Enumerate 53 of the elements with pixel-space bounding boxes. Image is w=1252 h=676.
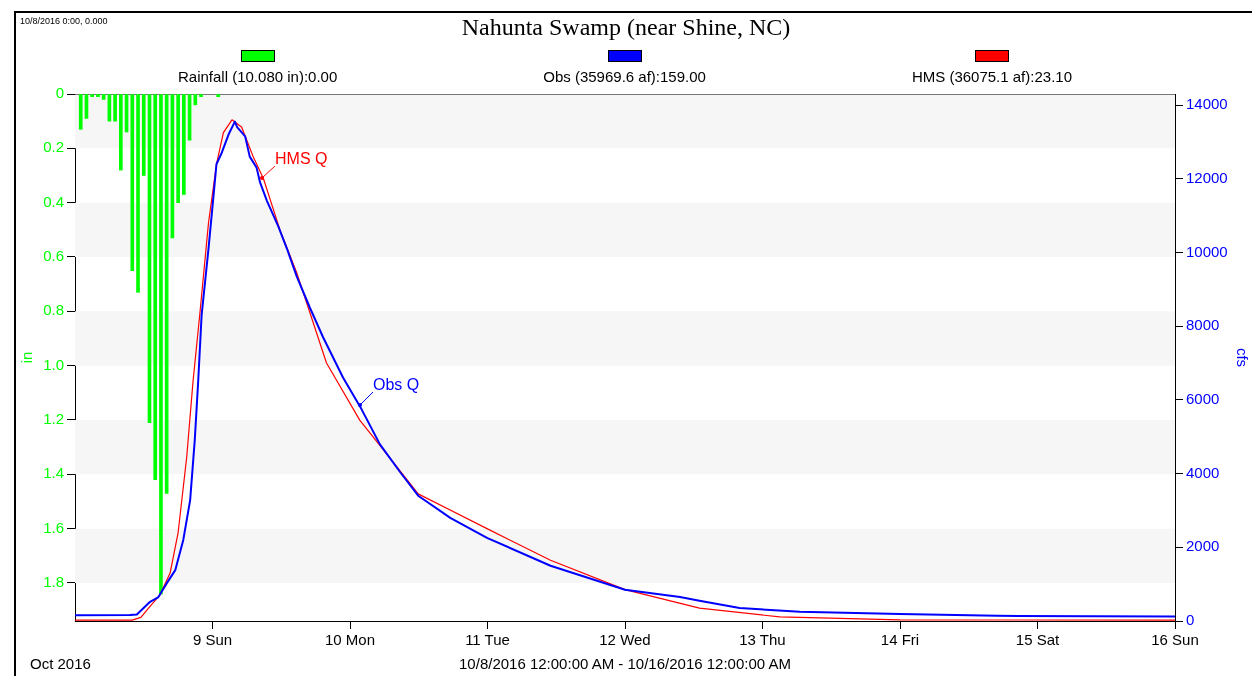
y2-tick-label: 10000 — [1186, 242, 1228, 260]
y2-axis-title: cfs — [1233, 347, 1251, 368]
y-tick-label: 0.8 — [43, 301, 64, 319]
bar — [96, 94, 100, 98]
bar — [130, 94, 135, 271]
y2-tick-label: 14000 — [1186, 95, 1228, 113]
y2-tick-label: 4000 — [1186, 463, 1220, 481]
y-tick-label: 0.4 — [43, 192, 64, 210]
bar — [216, 94, 221, 98]
y2-tick-label: 0 — [1186, 611, 1195, 629]
legend-label: HMS (36075.1 af):23.10 — [911, 68, 1072, 85]
y-tick-label: 1.6 — [43, 518, 64, 536]
x-tick-label: 12 Wed — [599, 631, 651, 649]
text: 10/8/2016 0:00, 0.000 — [20, 16, 108, 26]
x-axis-title: 10/8/2016 12:00:00 AM - 10/16/2016 12:00:00 AM — [459, 655, 791, 672]
bar — [193, 94, 198, 106]
x-tick-label: 11 Tue — [465, 631, 510, 649]
bar — [119, 94, 123, 171]
bar — [78, 94, 83, 130]
chart-title: Nahunta Swamp (near Shine, NC) — [461, 14, 791, 40]
y-axis-title: in — [18, 351, 36, 364]
bar — [176, 94, 180, 203]
x-tick-label: 14 Fri — [880, 631, 920, 649]
bar — [113, 94, 117, 122]
y-tick-label: 1.4 — [43, 464, 64, 482]
legend-label: Obs (35969.6 af):159.00 — [543, 68, 706, 85]
bar — [199, 94, 203, 98]
y2-tick-label: 6000 — [1186, 390, 1220, 408]
bar — [182, 94, 186, 195]
y2-tick-label: 12000 — [1186, 168, 1228, 186]
bar — [101, 94, 106, 100]
x-tick-label: 9 Sun — [192, 631, 233, 649]
y-tick-label: 1.8 — [43, 573, 64, 591]
y-tick-label: 1.2 — [43, 410, 64, 428]
x-tick-label: 16 Sun — [1151, 631, 1199, 649]
x-tick-label: 15 Sat — [1015, 631, 1061, 649]
bar — [153, 94, 158, 481]
bar — [136, 94, 140, 293]
y-tick-label: 0.2 — [43, 138, 64, 156]
text: Oct 2016 — [30, 655, 91, 672]
y2-tick-label: 8000 — [1186, 316, 1220, 334]
y-tick-label: 0.6 — [43, 247, 64, 265]
annotation: HMS Q — [275, 150, 328, 168]
y-tick-label: 1.0 — [43, 355, 64, 373]
annotation: Obs Q — [373, 376, 420, 394]
bar — [159, 94, 163, 595]
y2-tick-label: 2000 — [1186, 537, 1220, 555]
bar — [90, 94, 95, 98]
bar — [141, 94, 146, 176]
x-tick-label: 10 Mon — [324, 631, 376, 649]
x-tick-label: 13 Thu — [739, 631, 786, 649]
legend-label: Rainfall (10.080 in):0.00 — [178, 68, 338, 85]
y-tick-label: 0 — [55, 84, 64, 102]
